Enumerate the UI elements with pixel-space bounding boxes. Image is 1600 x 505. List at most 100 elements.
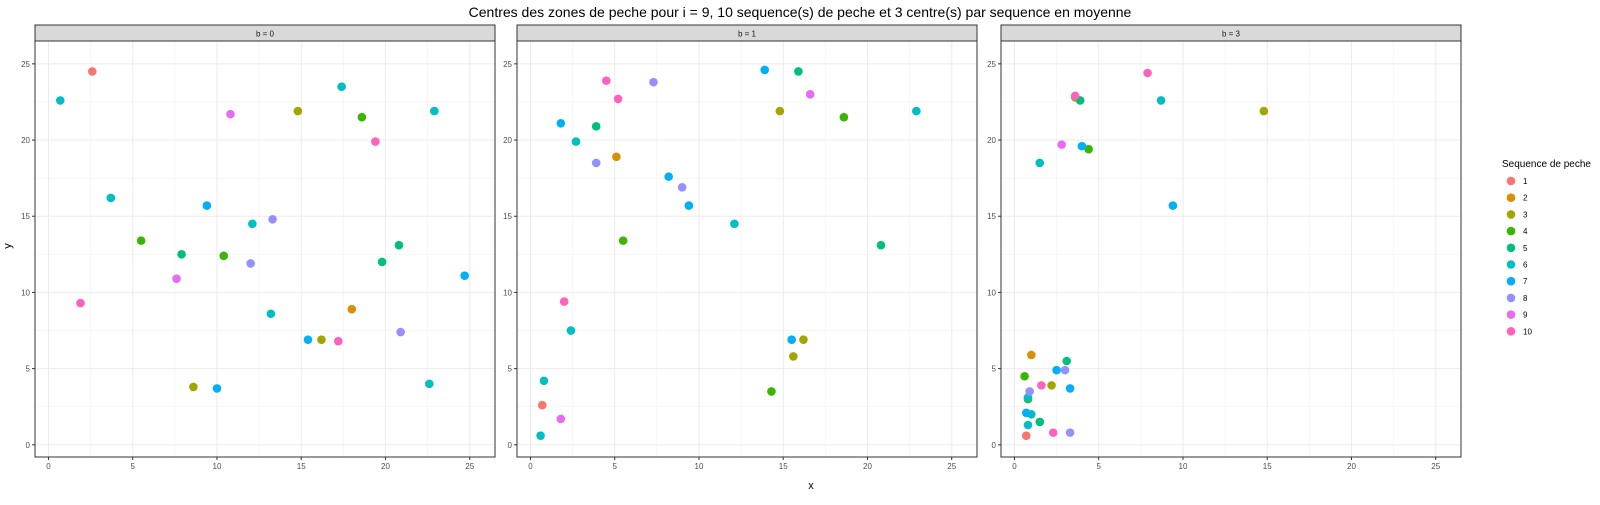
facet-label: b = 3 [1222, 30, 1241, 39]
data-point [1037, 381, 1046, 390]
y-tick-label: 15 [503, 212, 512, 221]
y-tick-label: 20 [987, 136, 996, 145]
legend-label: 1 [1523, 177, 1528, 186]
data-point [460, 271, 469, 280]
data-point [1048, 428, 1058, 437]
data-point [559, 297, 569, 306]
legend-label: 10 [1523, 327, 1532, 336]
data-point [303, 335, 313, 344]
data-point [394, 240, 404, 250]
legend-label: 8 [1523, 294, 1528, 303]
legend-item: 6 [1506, 260, 1528, 270]
x-tick-label: 25 [1431, 462, 1440, 471]
data-point [799, 335, 808, 344]
data-point [775, 106, 785, 116]
plot-background [35, 41, 495, 457]
data-point [177, 250, 186, 259]
data-point [1070, 91, 1080, 101]
data-point [1052, 365, 1061, 375]
data-point [664, 172, 673, 181]
y-tick-label: 5 [26, 365, 31, 374]
data-point [106, 193, 116, 203]
plot-background [1001, 41, 1461, 457]
data-point [1143, 68, 1152, 78]
data-point [571, 137, 581, 146]
y-tick-label: 0 [26, 441, 31, 450]
facet-label: b = 1 [738, 30, 757, 39]
legend-swatch [1506, 226, 1516, 236]
data-point [1065, 428, 1075, 437]
facet-panel: b = 0 0 5 10 15 20 25 0 5 10 15 20 25 [21, 24, 496, 471]
data-point [1035, 417, 1045, 427]
data-point [649, 77, 658, 87]
chart-title: Centres des zones de peche pour i = 9, 1… [469, 4, 1132, 20]
data-point [591, 122, 601, 131]
data-point [424, 379, 434, 389]
legend-item: 1 [1506, 176, 1528, 186]
data-point [566, 326, 576, 335]
legend-item: 9 [1506, 310, 1528, 320]
data-point [317, 335, 326, 344]
data-point [347, 304, 357, 314]
data-point [1062, 356, 1072, 366]
data-point [1023, 420, 1033, 430]
data-point [805, 90, 815, 99]
y-tick-label: 0 [508, 441, 513, 450]
data-point [293, 106, 303, 116]
legend-item: 7 [1506, 276, 1528, 286]
data-point [536, 431, 545, 440]
x-tick-label: 5 [613, 462, 618, 471]
legend-item: 5 [1506, 243, 1528, 253]
data-point [1057, 140, 1066, 149]
legend-swatch [1506, 310, 1516, 319]
data-point [377, 257, 387, 267]
data-point [357, 112, 367, 122]
data-point [1027, 350, 1036, 360]
data-point [794, 67, 803, 76]
y-tick-label: 25 [503, 60, 512, 69]
data-point [1168, 201, 1178, 210]
data-point [266, 309, 276, 319]
facet-panel: b = 3 0 5 10 15 20 25 0 5 10 15 20 25 [987, 24, 1462, 471]
panel-border [516, 40, 978, 458]
data-point [136, 236, 146, 245]
legend: Sequence de peche 1 2 3 4 5 6 7 8 9 10 [1502, 159, 1591, 336]
x-axis-label: x [808, 480, 814, 492]
legend-swatch [1506, 327, 1516, 336]
data-point [1020, 371, 1029, 381]
data-point [730, 219, 739, 229]
data-point [87, 67, 97, 76]
x-tick-label: 10 [1179, 462, 1188, 471]
facet-panel: b = 1 0 5 10 15 20 25 0 5 10 15 20 25 [503, 24, 978, 471]
y-tick-label: 20 [21, 136, 30, 145]
data-point [371, 137, 380, 146]
legend-title: Sequence de peche [1502, 159, 1591, 170]
legend-swatch [1506, 243, 1516, 253]
y-tick-label: 10 [987, 288, 996, 297]
legend-swatch [1506, 193, 1516, 202]
data-point [226, 109, 235, 119]
data-point [337, 82, 346, 92]
data-point [246, 259, 255, 268]
y-tick-label: 10 [503, 288, 512, 297]
legend-swatch [1506, 260, 1516, 269]
data-point [539, 376, 549, 386]
data-point [1025, 387, 1034, 396]
data-point [789, 352, 798, 361]
data-point [684, 201, 694, 210]
y-tick-label: 20 [503, 136, 512, 145]
legend-item: 4 [1506, 226, 1528, 236]
data-point [1035, 158, 1045, 168]
data-point [556, 414, 566, 424]
data-point [55, 96, 65, 105]
facet-panels: b = 0 0 5 10 15 20 25 0 5 10 15 20 25 b = 1 0 5 10 15 20 25… [21, 24, 1462, 471]
legend-label: 9 [1523, 311, 1528, 320]
y-tick-label: 25 [21, 60, 30, 69]
x-tick-label: 15 [1263, 462, 1272, 471]
data-point [591, 158, 601, 168]
legend-label: 6 [1523, 261, 1528, 270]
y-tick-label: 5 [508, 365, 513, 374]
x-tick-label: 20 [863, 462, 872, 471]
